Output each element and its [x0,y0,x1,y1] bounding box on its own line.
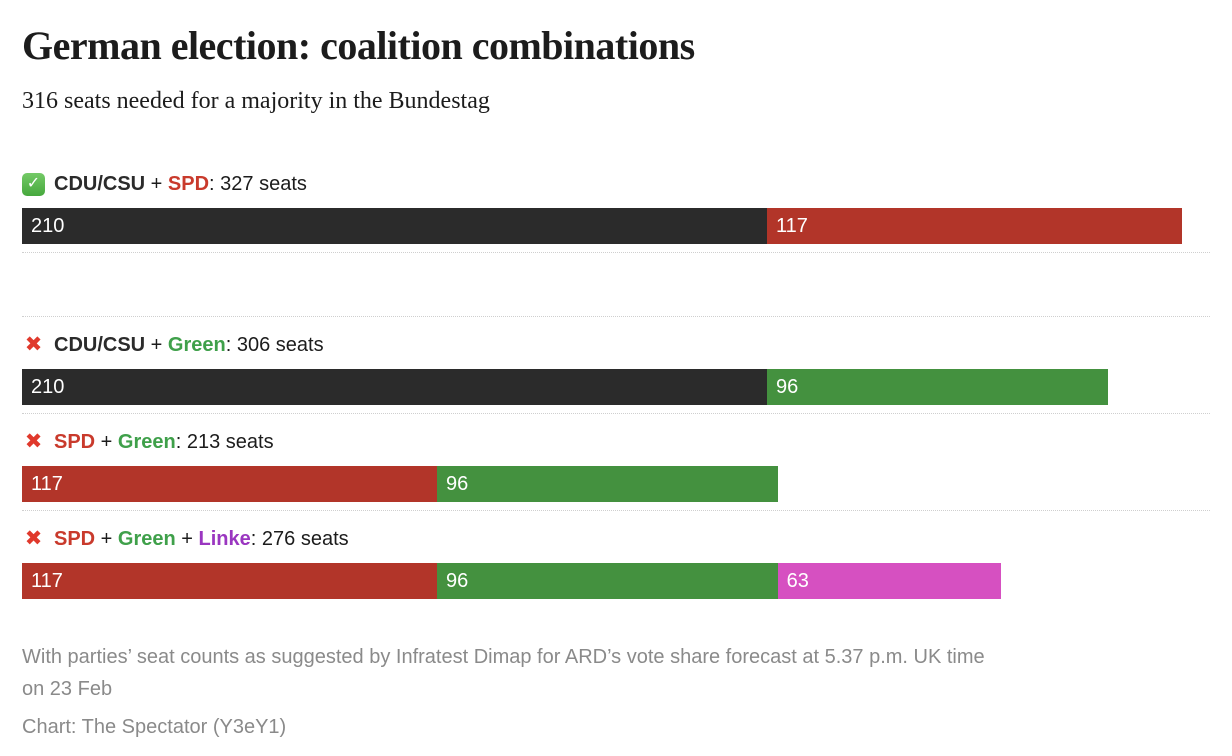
coalition-row: ✖ SPD + Green: 213 seats 117 96 [22,428,1210,502]
label-text-part: : 306 seats [225,334,324,356]
coalition-row: ✖ SPD + Green + Linke: 276 seats 117 96 63 [22,525,1210,599]
bar-segment-green: 96 [437,466,778,502]
coalition-row: ✓ CDU/CSU + SPD: 327 seats 210 117 [22,170,1210,244]
group-separator [22,316,1210,317]
footnote-line: With parties’ seat counts as suggested b… [22,646,985,668]
majority-check-icon: ✓ [22,172,45,196]
label-text-part: + [145,173,168,195]
footnote-line: on 23 Feb [22,678,113,700]
coalition-chart: ✓ CDU/CSU + SPD: 327 seats 210 117 ✖ CDU/… [22,170,1210,599]
coalition-label: ✖ SPD + Green + Linke: 276 seats [22,525,1210,553]
bar-track: 210 117 [22,208,1182,244]
row-separator [22,252,1210,253]
bar-segment-cdu-csu: 210 [22,208,767,244]
bar-segment-spd: 117 [22,563,438,599]
chart-rows: ✓ CDU/CSU + SPD: 327 seats 210 117 ✖ CDU/… [22,170,1210,599]
label-text-part: : 276 seats [250,528,349,550]
bar-track: 117 96 [22,466,1182,502]
label-text-part: + [95,431,118,453]
bar-segment-green: 96 [437,563,778,599]
coalition-label-text: CDU/CSU + Green: 306 seats [54,331,324,359]
party-name: CDU/CSU [54,173,146,195]
bar-track: 210 96 [22,369,1182,405]
bar-segment-spd: 117 [766,208,1182,244]
party-name: SPD [54,528,96,550]
party-name: Green [167,334,226,356]
bar-segment-spd: 117 [22,466,438,502]
label-text-part: : 213 seats [175,431,274,453]
no-majority-cross-icon: ✖ [24,333,43,356]
no-majority-cross-icon: ✖ [24,527,43,550]
coalition-label-text: SPD + Green: 213 seats [54,428,274,456]
no-majority-cross-icon: ✖ [24,430,43,453]
coalition-label-text: CDU/CSU + SPD: 327 seats [54,170,307,198]
label-text-part: + [145,334,168,356]
row-separator [22,510,1210,511]
coalition-label: ✓ CDU/CSU + SPD: 327 seats [22,170,1210,198]
bar-segment-green: 96 [766,369,1108,405]
label-text-part: + [175,528,199,550]
page-title: German election: coalition combinations [22,23,695,68]
group-gap [22,267,1210,308]
label-text-part: + [95,528,118,550]
label-text-part: : 327 seats [209,173,307,195]
page-subtitle: 316 seats needed for a majority in the B… [22,88,490,114]
party-name: SPD [167,173,210,195]
party-name: Linke [198,528,251,550]
bar-segment-linke: 63 [777,563,1002,599]
footnote: With parties’ seat counts as suggested b… [22,641,1210,705]
coalition-label: ✖ CDU/CSU + Green: 306 seats [22,331,1210,359]
bar-segment-cdu-csu: 210 [22,369,767,405]
party-name: SPD [54,431,96,453]
coalition-row: ✖ CDU/CSU + Green: 306 seats 210 96 [22,331,1210,405]
party-name: Green [117,431,176,453]
bar-track: 117 96 63 [22,563,1182,599]
party-name: Green [117,528,176,550]
row-separator [22,413,1210,414]
coalition-label: ✖ SPD + Green: 213 seats [22,428,1210,456]
coalition-label-text: SPD + Green + Linke: 276 seats [54,525,349,553]
chart-credit: Chart: The Spectator (Y3eY1) [22,716,287,738]
party-name: CDU/CSU [54,334,146,356]
